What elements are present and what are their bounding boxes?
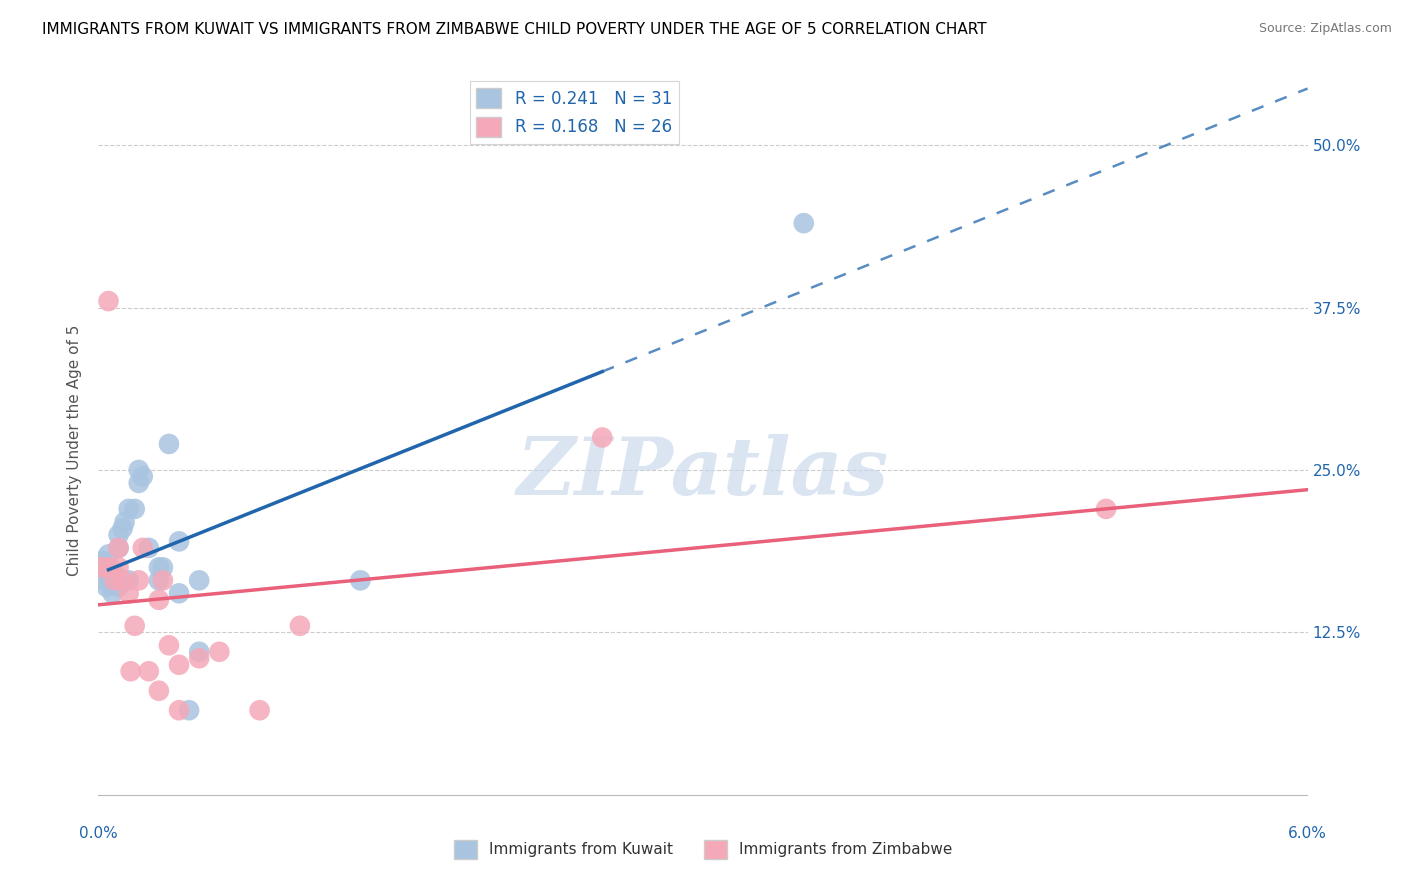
Point	[89, 560, 111, 574]
Text: Source: ZipAtlas.com: Source: ZipAtlas.com	[1258, 22, 1392, 36]
Text: IMMIGRANTS FROM KUWAIT VS IMMIGRANTS FROM ZIMBABWE CHILD POVERTY UNDER THE AGE O: IMMIGRANTS FROM KUWAIT VS IMMIGRANTS FRO…	[42, 22, 987, 37]
Point	[152, 560, 174, 574]
Y-axis label: Child Poverty Under the Age of 5: Child Poverty Under the Age of 5	[67, 325, 83, 576]
Point	[93, 574, 115, 588]
Point	[111, 521, 134, 535]
Point	[138, 665, 160, 679]
Point	[288, 619, 311, 633]
Point	[152, 574, 174, 588]
Point	[111, 574, 134, 588]
Text: ZIPatlas: ZIPatlas	[517, 434, 889, 511]
Point	[132, 541, 155, 555]
Point	[249, 703, 271, 717]
Point	[128, 574, 150, 588]
Point	[107, 528, 129, 542]
Point	[167, 586, 190, 600]
Point	[101, 586, 124, 600]
Point	[114, 515, 136, 529]
Point	[93, 560, 115, 574]
Point	[97, 294, 120, 309]
Point	[208, 645, 231, 659]
Point	[107, 560, 129, 574]
Point	[124, 502, 146, 516]
Point	[118, 586, 141, 600]
Point	[167, 534, 190, 549]
Point	[103, 574, 125, 588]
Point	[188, 574, 211, 588]
Point	[148, 592, 170, 607]
Point	[91, 554, 114, 568]
Legend: Immigrants from Kuwait, Immigrants from Zimbabwe: Immigrants from Kuwait, Immigrants from …	[447, 834, 959, 865]
Point	[157, 437, 180, 451]
Point	[107, 541, 129, 555]
Point	[148, 560, 170, 574]
Point	[96, 580, 118, 594]
Point	[1095, 502, 1118, 516]
Point	[118, 502, 141, 516]
Point	[128, 475, 150, 490]
Point	[157, 638, 180, 652]
Point	[167, 657, 190, 672]
Point	[793, 216, 815, 230]
Point	[100, 574, 122, 588]
Point	[138, 541, 160, 555]
Point	[124, 619, 146, 633]
Point	[118, 574, 141, 588]
Point	[120, 665, 142, 679]
Point	[128, 463, 150, 477]
Point	[188, 651, 211, 665]
Point	[103, 566, 125, 581]
Point	[132, 469, 155, 483]
Point	[591, 430, 613, 444]
Point	[188, 645, 211, 659]
Point	[148, 574, 170, 588]
Point	[349, 574, 371, 588]
Point	[89, 560, 111, 574]
Point	[167, 703, 190, 717]
Point	[179, 703, 201, 717]
Point	[107, 580, 129, 594]
Point	[100, 560, 122, 574]
Point	[148, 683, 170, 698]
Point	[97, 547, 120, 561]
Point	[107, 541, 129, 555]
